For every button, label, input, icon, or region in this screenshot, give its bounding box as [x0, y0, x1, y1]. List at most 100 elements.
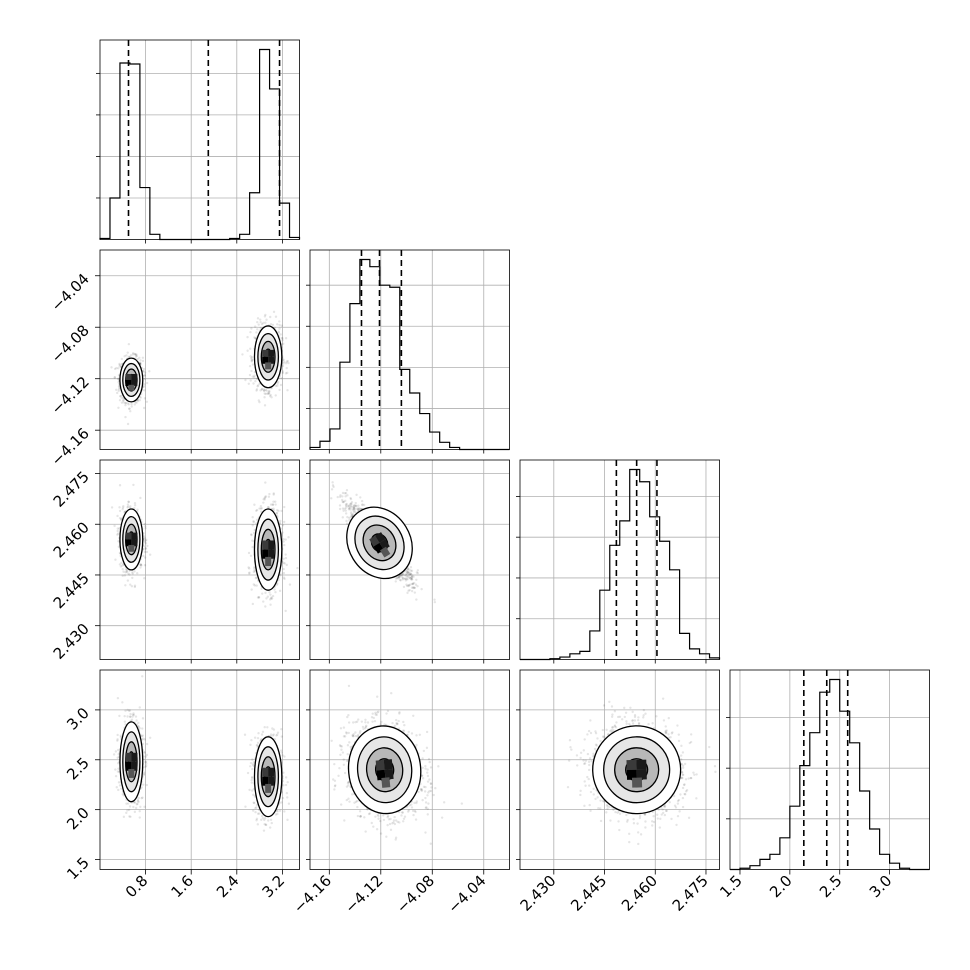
sample-point [249, 354, 252, 358]
sample-point [270, 596, 273, 599]
sample-point [404, 572, 408, 575]
sample-point [142, 370, 145, 373]
density-cell [268, 549, 275, 559]
density-cell [268, 540, 275, 550]
sample-point [266, 392, 269, 395]
sample-point [406, 571, 409, 575]
sample-point [138, 356, 141, 360]
sample-point [139, 563, 143, 567]
sample-point [248, 373, 252, 377]
sample-point [277, 509, 280, 513]
sample-point [286, 389, 289, 392]
sample-point [259, 510, 263, 513]
sample-point [266, 506, 270, 509]
sample-point [408, 573, 412, 576]
sample-point [258, 400, 261, 404]
sample-point [265, 597, 268, 600]
sample-point [296, 566, 299, 570]
sample-point [116, 527, 120, 530]
sample-point [338, 504, 342, 507]
sample-point [116, 533, 119, 536]
sample-point [256, 317, 260, 320]
sample-point [253, 325, 257, 328]
marginal-panel-2-background [310, 250, 510, 450]
sample-point [130, 402, 133, 406]
sample-point [132, 483, 135, 487]
marginal-panel-2-grid [328, 250, 485, 450]
sample-point [262, 389, 266, 393]
sample-point [349, 503, 352, 506]
sample-point [287, 536, 290, 539]
sample-point [143, 374, 147, 377]
sample-point [260, 587, 263, 591]
sample-point [118, 509, 122, 513]
sample-point [250, 358, 253, 361]
pair-panel-1-2-content [110, 310, 290, 426]
marginal-panel-3-background [520, 460, 720, 660]
sample-point [133, 570, 136, 573]
sample-point [357, 504, 360, 507]
sample-point [331, 484, 335, 487]
sample-point [118, 363, 122, 367]
sample-point [414, 583, 418, 586]
sample-point [342, 509, 345, 513]
sample-point [253, 336, 256, 339]
sample-point [279, 333, 282, 336]
sample-point [124, 401, 128, 405]
sample-point [263, 396, 266, 399]
sample-point [408, 588, 411, 592]
sample-point [271, 594, 275, 598]
sample-point [401, 578, 404, 581]
sample-point [127, 403, 130, 406]
density-cell [128, 384, 135, 391]
sample-point [142, 383, 146, 386]
sample-point [278, 388, 281, 392]
sample-point [257, 595, 261, 599]
sample-point [129, 583, 132, 586]
sample-point [131, 353, 135, 356]
sample-point [110, 366, 113, 369]
sample-point [276, 382, 279, 385]
sample-point [143, 522, 147, 526]
sample-point [274, 315, 278, 318]
sample-point [286, 371, 289, 375]
sample-point [257, 323, 260, 326]
sample-point [141, 356, 145, 359]
sample-point [260, 507, 264, 510]
sample-point [251, 363, 255, 366]
sample-point [253, 376, 256, 379]
sample-point [256, 320, 259, 324]
sample-point [266, 595, 270, 598]
sample-point [344, 512, 348, 515]
sample-point [133, 403, 137, 406]
sample-point [410, 578, 414, 581]
sample-point [341, 500, 344, 503]
sample-point [360, 499, 364, 503]
sample-point [352, 505, 355, 508]
sample-point [253, 374, 256, 377]
sample-point [114, 558, 117, 561]
sample-point [284, 372, 288, 375]
sample-point [135, 353, 138, 356]
sample-point [253, 503, 256, 506]
sample-point [264, 605, 267, 608]
sample-point [355, 505, 358, 508]
sample-point [252, 520, 255, 524]
sample-point [139, 563, 143, 566]
sample-point [272, 507, 275, 510]
sample-point [255, 389, 258, 392]
sample-point [275, 512, 278, 515]
sample-point [127, 500, 130, 503]
sample-point [117, 388, 121, 391]
sample-point [409, 569, 413, 572]
sample-point [362, 503, 366, 507]
sample-point [249, 554, 253, 558]
sample-point [268, 591, 271, 594]
density-cell [131, 539, 138, 547]
sample-point [281, 339, 284, 342]
sample-point [285, 360, 289, 363]
sample-point [144, 542, 148, 545]
sample-point [241, 353, 244, 356]
sample-point [135, 354, 138, 358]
sample-point [250, 359, 253, 362]
